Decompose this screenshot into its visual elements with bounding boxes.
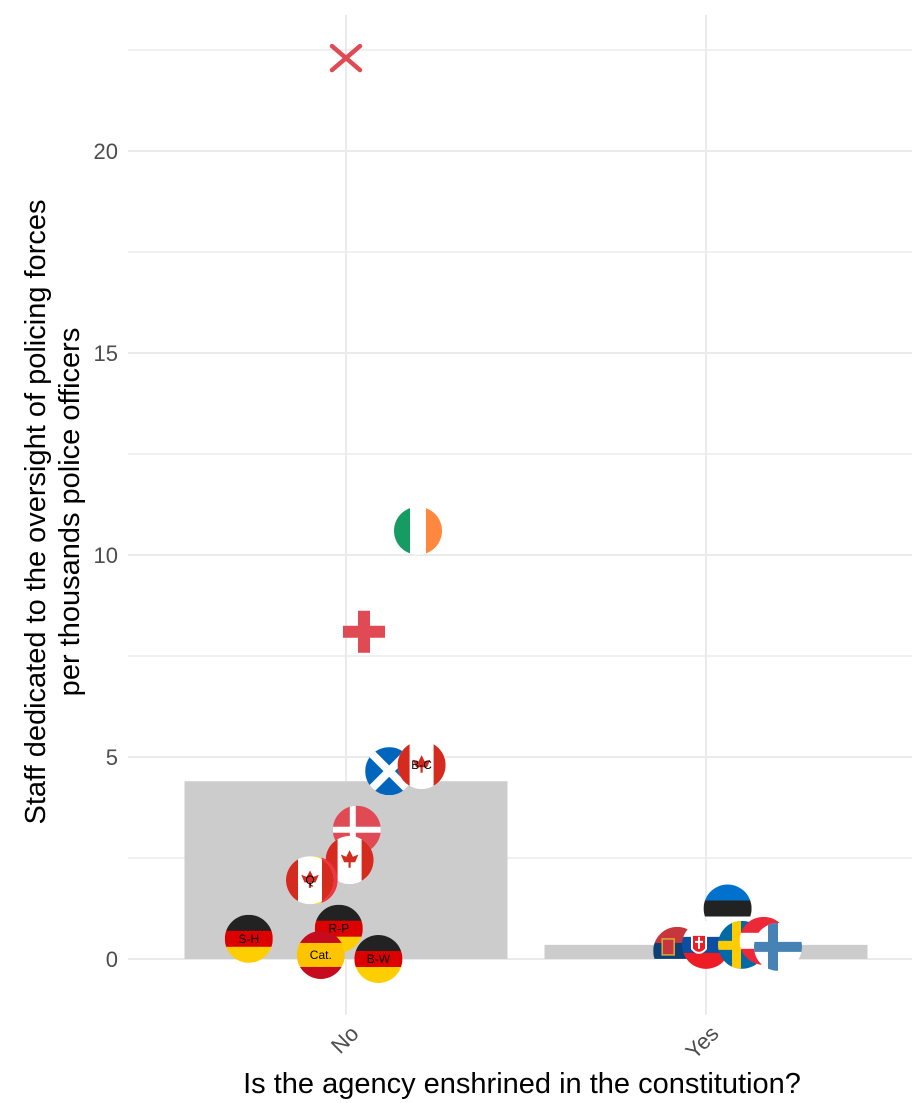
x-axis-title: Is the agency enshrined in the constitut… bbox=[243, 1068, 801, 1100]
x-ticks: No Yes bbox=[326, 1021, 724, 1064]
y-tick-label: 10 bbox=[94, 543, 118, 568]
y-axis-title-line-2: per thousands police officers bbox=[54, 328, 86, 697]
flag-label: B-C bbox=[411, 758, 432, 772]
flag-point-canada: Q bbox=[286, 856, 334, 905]
y-tick-label: 15 bbox=[94, 341, 118, 366]
y-tick-label: 0 bbox=[106, 947, 118, 972]
flag-point-slovakia bbox=[682, 920, 730, 969]
x-tick-label: Yes bbox=[680, 1021, 723, 1064]
flag-point-ireland bbox=[394, 506, 442, 555]
y-tick-label: 5 bbox=[106, 745, 118, 770]
flag-label: Q bbox=[305, 873, 314, 887]
flag-point-canada: B-C bbox=[397, 741, 446, 790]
flag-point-finland bbox=[754, 922, 802, 971]
flag-label: S-H bbox=[238, 932, 259, 946]
flag-label: Cat. bbox=[310, 948, 332, 962]
flag-label: R-P bbox=[328, 922, 349, 936]
flag-point-spain: Cat. bbox=[296, 930, 345, 979]
x-tick-label: No bbox=[326, 1021, 364, 1059]
flag-label: B-W bbox=[367, 952, 391, 966]
flag-point-georgia bbox=[329, 43, 363, 73]
grid bbox=[128, 15, 912, 1015]
flag-point-germany: S-H bbox=[224, 914, 273, 963]
points: B-C Q S-H R-P Cat. B-W bbox=[224, 43, 802, 983]
y-axis-title: Staff dedicated to the oversight of poli… bbox=[20, 200, 86, 825]
flag-point-switzerland bbox=[343, 610, 385, 653]
y-axis-title-line-1: Staff dedicated to the oversight of poli… bbox=[20, 200, 52, 825]
flag-point-germany: B-W bbox=[354, 935, 403, 983]
y-ticks: 0 5 10 15 20 bbox=[94, 139, 118, 972]
y-tick-label: 20 bbox=[94, 139, 118, 164]
